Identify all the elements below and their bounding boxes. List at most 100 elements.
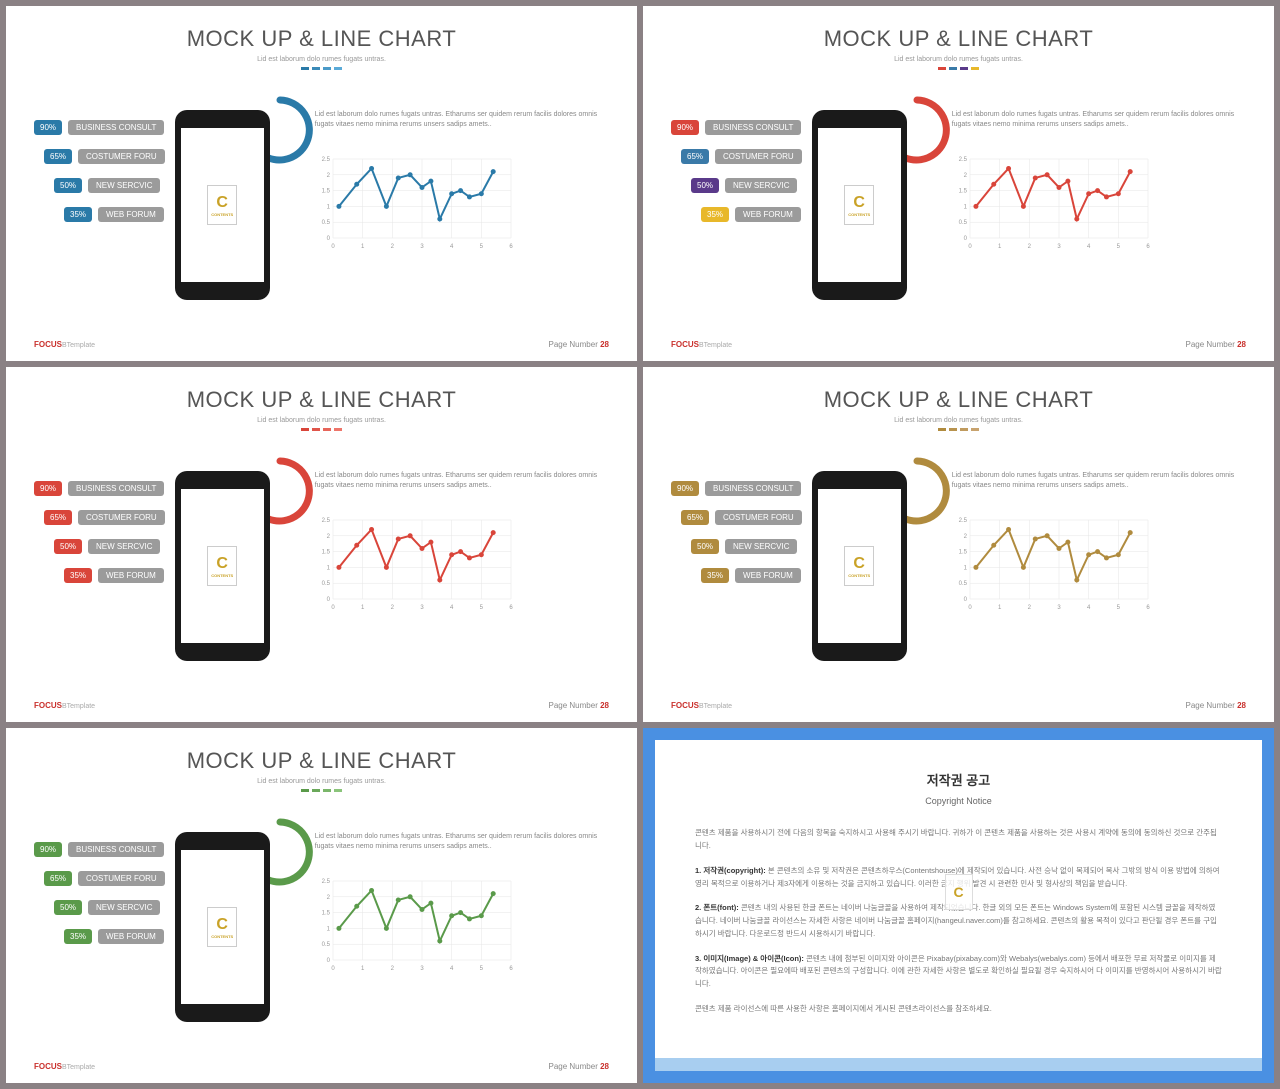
badge-row: 65% COSTUMER FORU [44,871,165,886]
phone-body: CCONTENTS [175,471,270,661]
copyright-bottom-bar [655,1058,1262,1071]
badge-label: NEW SERCVIC [88,900,160,915]
svg-text:2: 2 [1027,244,1031,250]
badge-label: BUSINESS CONSULT [705,120,801,135]
line-chart: 012345600.511.522.5 [952,516,1152,611]
svg-text:1: 1 [998,244,1002,250]
svg-text:2.5: 2.5 [321,157,330,163]
svg-text:1: 1 [998,605,1002,611]
badge-pct: 35% [64,207,92,222]
svg-text:6: 6 [1146,605,1150,611]
svg-text:3: 3 [1057,244,1061,250]
svg-text:0: 0 [968,244,972,250]
badge-label: NEW SERCVIC [725,539,797,554]
phone-body: CCONTENTS [175,110,270,300]
badge-label: WEB FORUM [98,207,164,222]
copyright-p: 콘텐츠 제품을 사용하시기 전에 다음의 항목을 숙지하시고 사용해 주시기 바… [695,827,1222,853]
badge-pct: 90% [34,842,62,857]
phone-screen: CCONTENTS [181,489,264,643]
badge-pct: 90% [34,481,62,496]
badge-pct: 50% [691,178,719,193]
svg-text:1: 1 [963,204,967,210]
slide: MOCK UP & LINE CHART Lid est laborum dol… [643,367,1274,722]
badge-pct: 35% [701,568,729,583]
badge-label: COSTUMER FORU [715,149,802,164]
slide: MOCK UP & LINE CHART Lid est laborum dol… [643,6,1274,361]
svg-text:6: 6 [509,605,513,611]
svg-text:1: 1 [361,605,365,611]
logo: CCONTENTS [207,907,237,947]
badge-pct: 90% [671,120,699,135]
svg-text:3: 3 [420,605,424,611]
phone-screen: CCONTENTS [818,489,901,643]
copyright-title: 저작권 공고 [695,770,1222,792]
svg-text:0.5: 0.5 [958,220,967,226]
badge-label: COSTUMER FORU [715,510,802,525]
badge-pct: 50% [54,539,82,554]
svg-text:1: 1 [361,966,365,972]
badges-column: 90% BUSINESS CONSULT 65% COSTUMER FORU 5… [34,120,165,222]
badges-column: 90% BUSINESS CONSULT 65% COSTUMER FORU 5… [34,842,165,944]
badge-row: 90% BUSINESS CONSULT [671,120,802,135]
badge-pct: 65% [44,871,72,886]
badge-row: 90% BUSINESS CONSULT [671,481,802,496]
svg-text:0.5: 0.5 [321,942,330,948]
badge-row: 50% NEW SERCVIC [691,539,802,554]
copyright-p: 3. 이미지(Image) & 아이콘(Icon): 콘텐츠 내에 첨부된 이미… [695,953,1222,991]
slide-subtitle: Lid est laborum dolo rumes fugats untras… [34,417,609,424]
svg-text:4: 4 [450,966,454,972]
svg-text:3: 3 [420,244,424,250]
divider [34,789,609,792]
slide-subtitle: Lid est laborum dolo rumes fugats untras… [671,56,1246,63]
svg-text:5: 5 [479,605,483,611]
logo: CCONTENTS [207,546,237,586]
phone-screen: CCONTENTS [181,850,264,1004]
description: Lid est laborum dolo rumes fugats untras… [315,832,609,852]
svg-text:0: 0 [331,244,335,250]
svg-text:1.5: 1.5 [321,188,330,194]
svg-text:2: 2 [1027,605,1031,611]
phone-mockup: CCONTENTS [175,832,285,1032]
description: Lid est laborum dolo rumes fugats untras… [952,471,1246,491]
svg-text:4: 4 [1087,605,1091,611]
svg-text:2: 2 [326,172,330,178]
svg-text:0: 0 [326,597,330,603]
phone-mockup: CCONTENTS [812,471,922,671]
svg-text:0: 0 [963,236,967,242]
svg-text:2.5: 2.5 [321,879,330,885]
footer: FOCUSBTemplate Page Number 28 [671,701,1246,710]
badge-label: BUSINESS CONSULT [68,120,164,135]
logo: CCONTENTS [844,185,874,225]
badges-column: 90% BUSINESS CONSULT 65% COSTUMER FORU 5… [671,120,802,222]
badge-row: 50% NEW SERCVIC [54,900,165,915]
badge-pct: 35% [701,207,729,222]
badges-column: 90% BUSINESS CONSULT 65% COSTUMER FORU 5… [34,481,165,583]
badge-pct: 50% [691,539,719,554]
svg-text:1.5: 1.5 [958,188,967,194]
description: Lid est laborum dolo rumes fugats untras… [952,110,1246,130]
badge-pct: 65% [44,149,72,164]
svg-text:4: 4 [450,244,454,250]
badge-row: 90% BUSINESS CONSULT [34,120,165,135]
badge-pct: 50% [54,178,82,193]
slide-title: MOCK UP & LINE CHART [671,26,1246,52]
svg-text:2: 2 [963,172,967,178]
svg-text:4: 4 [1087,244,1091,250]
svg-text:4: 4 [450,605,454,611]
svg-text:6: 6 [509,244,513,250]
svg-text:6: 6 [1146,244,1150,250]
svg-text:1.5: 1.5 [321,549,330,555]
badge-label: COSTUMER FORU [78,149,165,164]
svg-text:0: 0 [331,605,335,611]
svg-text:0.5: 0.5 [958,581,967,587]
phone-body: CCONTENTS [812,110,907,300]
svg-text:2: 2 [326,533,330,539]
badge-label: NEW SERCVIC [88,178,160,193]
slide: MOCK UP & LINE CHART Lid est laborum dol… [6,6,637,361]
badge-label: BUSINESS CONSULT [68,481,164,496]
badge-label: COSTUMER FORU [78,871,165,886]
line-chart: 012345600.511.522.5 [315,877,515,972]
divider [671,428,1246,431]
svg-text:2: 2 [390,244,394,250]
slide-title: MOCK UP & LINE CHART [34,748,609,774]
